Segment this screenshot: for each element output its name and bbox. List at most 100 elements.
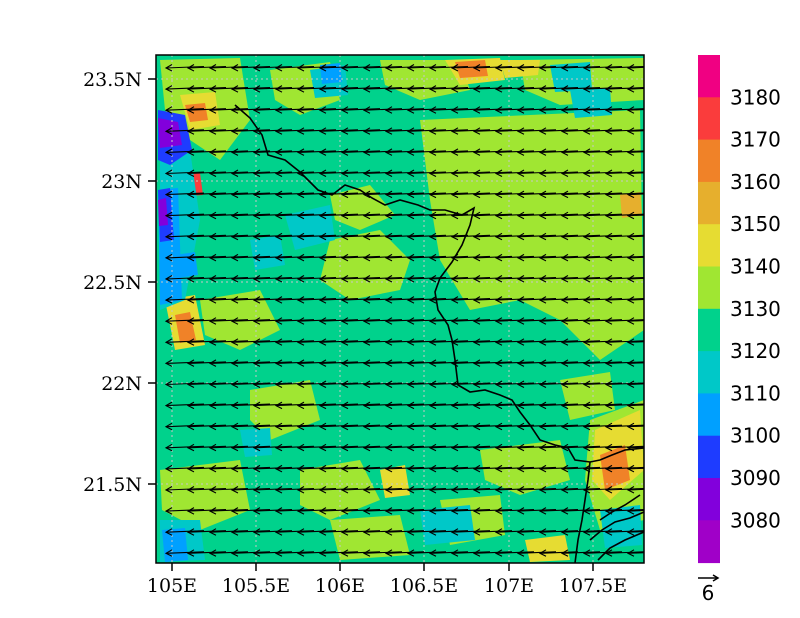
- wind-vector: [561, 255, 601, 259]
- wind-vector: [187, 445, 227, 449]
- wind-vector: [605, 361, 644, 364]
- wind-vector: [363, 487, 403, 491]
- wind-vector: [275, 319, 315, 322]
- wind-vector: [297, 65, 337, 69]
- wind-vector-head: [582, 169, 591, 177]
- wind-vector-head: [318, 106, 327, 114]
- wind-vector-head: [318, 148, 327, 156]
- wind-vector: [275, 530, 315, 533]
- wind-vector: [275, 445, 315, 449]
- wind-vector-head: [626, 338, 635, 346]
- wind-vector-head: [384, 232, 393, 241]
- wind-vector-head: [340, 211, 349, 220]
- wind-vector-head: [362, 380, 371, 388]
- wind-vector-head: [582, 190, 591, 199]
- wind-vector-head: [650, 65, 656, 72]
- wind-vector-head: [428, 127, 437, 135]
- wind-vector-head: [208, 232, 217, 241]
- wind-vector: [407, 87, 447, 90]
- wind-vector: [209, 424, 249, 428]
- wind-vector-head: [494, 380, 503, 388]
- wind-vector: [341, 403, 381, 407]
- wind-vector: [253, 487, 293, 491]
- wind-vector: [275, 424, 315, 428]
- colorbar-level-label: 3150: [730, 212, 781, 236]
- wind-vector: [209, 150, 249, 153]
- wind-vector: [407, 276, 447, 280]
- wind-vector-head: [428, 275, 437, 283]
- wind-vector-head: [164, 317, 173, 325]
- wind-vector-head: [340, 464, 349, 473]
- wind-vector-head: [650, 465, 656, 472]
- wind-vector-head: [230, 338, 239, 346]
- wind-vector: [495, 171, 535, 175]
- wind-vector: [187, 487, 227, 491]
- wind-vector-head: [362, 422, 371, 431]
- wind-vector: [539, 255, 579, 259]
- wind-vector-head: [626, 148, 635, 156]
- wind-vector-head: [604, 486, 613, 494]
- wind-vector: [517, 276, 557, 280]
- wind-vector-head: [186, 211, 195, 220]
- wind-vector-head: [318, 464, 327, 473]
- wind-vector-head: [626, 359, 635, 367]
- wind-vector-head: [406, 275, 415, 283]
- wind-vector: [363, 466, 403, 470]
- wind-vector: [495, 382, 535, 386]
- colorbar-swatch: [698, 478, 720, 521]
- wind-vector-head: [164, 275, 173, 283]
- wind-vector-head: [494, 486, 503, 494]
- wind-vector-head: [296, 64, 305, 72]
- wind-vector: [429, 108, 469, 111]
- wind-vector: [561, 424, 601, 428]
- wind-vector: [187, 108, 227, 111]
- wind-vector-head: [450, 211, 459, 220]
- wind-vector: [341, 129, 381, 132]
- wind-vector: [495, 65, 535, 69]
- wind-vector-head: [384, 422, 393, 431]
- wind-vector-head: [516, 549, 525, 557]
- wind-vector: [385, 255, 425, 259]
- wind-vector-head: [362, 486, 371, 494]
- wind-vector-head: [516, 507, 525, 515]
- wind-vector: [495, 234, 535, 238]
- wind-vector-head: [538, 190, 547, 199]
- wind-vector: [231, 108, 271, 111]
- wind-vector-head: [604, 528, 613, 536]
- wind-vector-head: [406, 127, 415, 135]
- colorbar-swatch: [698, 224, 720, 267]
- wind-vector-head: [318, 528, 327, 536]
- wind-vector: [253, 234, 293, 238]
- wind-vector-head: [164, 338, 173, 346]
- wind-vector-head: [406, 401, 415, 410]
- wind-vector-head: [626, 85, 635, 93]
- wind-vector-head: [384, 528, 393, 536]
- wind-vector: [429, 466, 469, 470]
- wind-vector: [451, 424, 491, 428]
- wind-vector: [231, 171, 271, 175]
- wind-vector: [451, 466, 491, 470]
- wind-vector: [341, 150, 381, 153]
- wind-vector: [495, 509, 535, 512]
- wind-vector: [209, 234, 249, 238]
- colorbar-level-label: 3160: [730, 170, 781, 194]
- wind-vector: [627, 66, 644, 69]
- wind-vector: [627, 172, 644, 175]
- wind-vector-head: [494, 169, 503, 177]
- wind-vector-head: [582, 317, 591, 325]
- wind-vector: [187, 340, 227, 343]
- wind-vector: [473, 129, 513, 132]
- wind-vector: [539, 340, 579, 343]
- wind-vector: [583, 87, 623, 90]
- wind-vector: [605, 150, 644, 153]
- wind-vector-head: [164, 85, 173, 93]
- wind-vector-head: [560, 507, 569, 515]
- wind-vector-head: [362, 401, 371, 410]
- wind-vector-head: [164, 148, 173, 156]
- wind-vector-head: [164, 528, 173, 536]
- wind-vector-head: [494, 211, 503, 220]
- wind-vector-head: [626, 275, 635, 283]
- wind-vector: [209, 87, 249, 90]
- wind-vector-head: [538, 64, 547, 72]
- wind-vector-head: [406, 528, 415, 536]
